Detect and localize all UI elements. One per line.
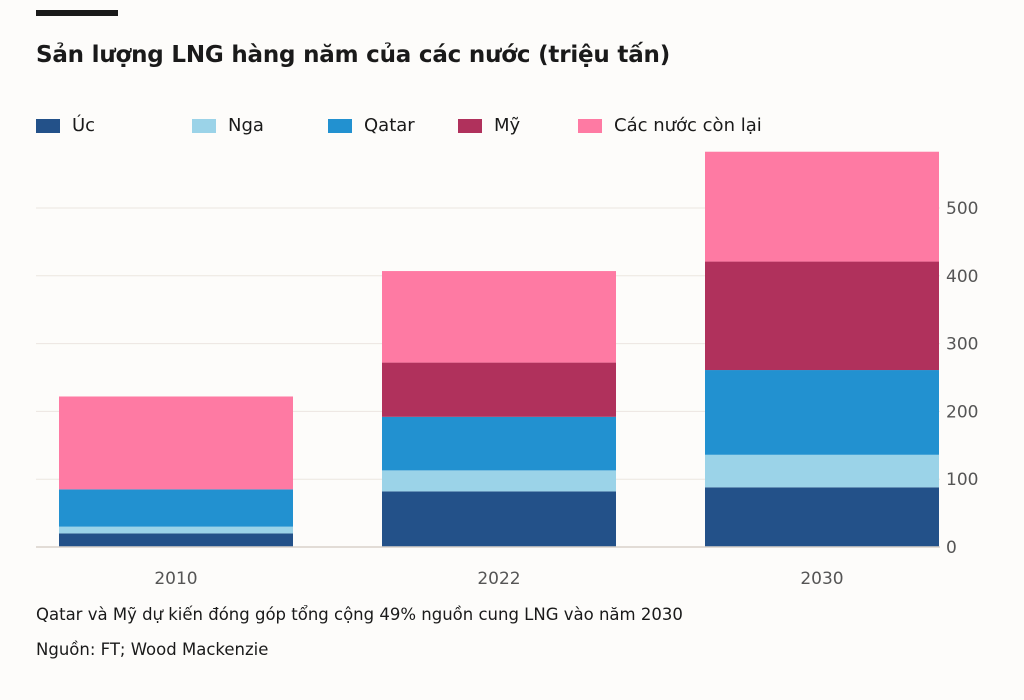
y-tick-label-100: 100 (946, 470, 978, 490)
bar-2010-nga (59, 526, 293, 534)
bar-2010-các-nước-còn-lại (59, 396, 293, 490)
bar-2030-úc (705, 487, 939, 547)
legend-item-mỹ: Mỹ (458, 115, 520, 136)
bar-2030-nga (705, 454, 939, 488)
legend-item-úc: Úc (36, 115, 95, 136)
legend-label: Nga (228, 115, 264, 136)
legend-label: Mỹ (494, 115, 521, 136)
bar-2030-các-nước-còn-lại (705, 151, 939, 262)
top-rule (36, 10, 118, 16)
legend-swatch (328, 118, 352, 133)
x-tick-label-2030: 2030 (800, 569, 843, 589)
bar-2030-qatar (705, 370, 939, 455)
bar-2010-úc (59, 533, 293, 547)
y-tick-label-300: 300 (946, 335, 978, 355)
y-tick-label-200: 200 (946, 402, 978, 422)
legend-label: Các nước còn lại (614, 115, 762, 136)
y-tick-label-500: 500 (946, 199, 978, 219)
legend-swatch (192, 118, 216, 133)
y-tick-label-400: 400 (946, 267, 978, 287)
bar-2022-nga (382, 470, 616, 492)
legend-item-nga: Nga (192, 115, 264, 136)
legend-swatch (578, 118, 602, 133)
legend-label: Qatar (364, 115, 415, 136)
chart-source: Nguồn: FT; Wood Mackenzie (36, 640, 269, 659)
chart-note: Qatar và Mỹ dự kiến đóng góp tổng cộng 4… (36, 605, 683, 624)
bar-2030-mỹ (705, 261, 939, 371)
bar-2022-mỹ (382, 362, 616, 417)
x-tick-label-2022: 2022 (477, 569, 520, 589)
legend-swatch (36, 118, 60, 133)
bar-2010-qatar (59, 489, 293, 527)
legend-swatch (458, 118, 482, 133)
legend-item-qatar: Qatar (328, 115, 415, 136)
legend-label: Úc (72, 115, 96, 136)
x-tick-label-2010: 2010 (154, 569, 197, 589)
legend: Úc Nga Qatar Mỹ Các nước còn lại (0, 115, 1024, 145)
bar-2022-các-nước-còn-lại (382, 271, 616, 363)
legend-item-các-nước-còn-lại: Các nước còn lại (578, 115, 762, 136)
y-tick-label-0: 0 (946, 538, 957, 558)
bar-2022-qatar (382, 416, 616, 471)
bar-2022-úc (382, 491, 616, 547)
chart-title: Sản lượng LNG hàng năm của các nước (tri… (36, 42, 671, 68)
